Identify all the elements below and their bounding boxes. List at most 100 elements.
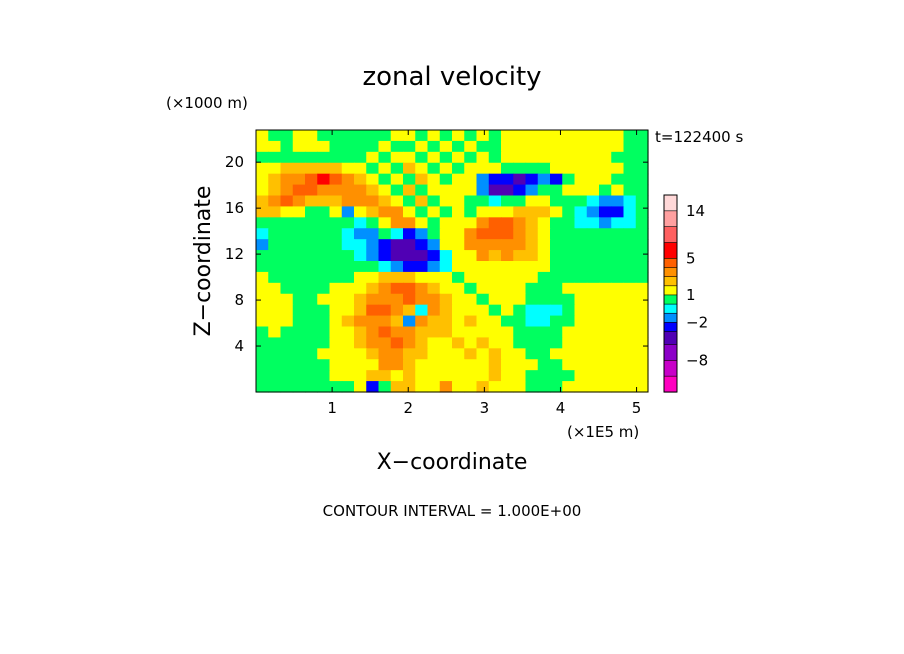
heatmap-cell (317, 271, 331, 284)
colorbar-level (663, 331, 678, 346)
heatmap-cell (623, 337, 637, 349)
heatmap-cell (562, 239, 576, 251)
heatmap-cell (354, 228, 367, 240)
heatmap-cell (305, 151, 318, 164)
colorbar-level (663, 375, 678, 393)
heatmap-cell (550, 140, 563, 153)
heatmap-cell (513, 381, 527, 393)
heatmap-cell (403, 250, 416, 262)
x-unit-label: (×1E5 m) (567, 423, 639, 441)
heatmap-cell (403, 195, 416, 208)
heatmap-cell (501, 195, 514, 208)
heatmap-cell (305, 315, 318, 328)
heatmap-cell (305, 250, 318, 262)
heatmap-cell (305, 370, 318, 382)
heatmap-cell (562, 381, 576, 393)
heatmap-cell (513, 370, 527, 382)
heatmap-cell (513, 140, 527, 153)
heatmap-cell (403, 184, 416, 197)
heatmap-cell (403, 348, 416, 360)
heatmap-cell (292, 370, 306, 382)
heatmap-cell (611, 140, 625, 153)
heatmap-cell (354, 337, 367, 349)
heatmap-cell (452, 337, 465, 349)
heatmap-cell (476, 162, 490, 175)
heatmap-cell (256, 304, 269, 317)
heatmap-cell (623, 217, 637, 229)
heatmap-cell (513, 261, 527, 273)
heatmap-cell (390, 359, 404, 371)
heatmap-cell (537, 217, 551, 229)
heatmap-cell (280, 184, 294, 197)
heatmap-cell (574, 304, 588, 317)
heatmap-cell (635, 348, 649, 360)
heatmap-cell (452, 293, 465, 306)
heatmap-cell (403, 140, 416, 153)
heatmap-cell (623, 359, 637, 371)
heatmap-cell (488, 315, 502, 328)
heatmap-cell (488, 261, 502, 273)
heatmap-cell (341, 271, 355, 284)
heatmap-cell (366, 381, 380, 393)
heatmap-cell (488, 250, 502, 262)
heatmap-cell (268, 140, 282, 153)
heatmap-cell (390, 293, 404, 306)
heatmap-cell (623, 282, 637, 295)
heatmap-cell (366, 304, 380, 317)
heatmap-cell (611, 217, 625, 229)
heatmap-cell (439, 239, 453, 251)
heatmap-cell (366, 271, 380, 284)
heatmap-cell (501, 282, 514, 295)
heatmap-cell (305, 359, 318, 371)
heatmap-cell (268, 217, 282, 229)
heatmap-cell (439, 315, 453, 328)
heatmap-cell (586, 282, 600, 295)
heatmap-cell (501, 217, 514, 229)
heatmap-cell (378, 173, 392, 186)
heatmap-cell (513, 337, 527, 349)
heatmap-cell (452, 315, 465, 328)
heatmap-cell (537, 261, 551, 273)
heatmap-cell (341, 239, 355, 251)
heatmap-cell (415, 250, 429, 262)
heatmap-cell (415, 140, 429, 153)
heatmap-cell (452, 250, 465, 262)
heatmap-cell (329, 326, 343, 339)
heatmap-cell (513, 348, 527, 360)
heatmap-cell (366, 250, 380, 262)
heatmap-cell (586, 250, 600, 262)
heatmap-cell (378, 195, 392, 208)
heatmap-cell (562, 217, 576, 229)
heatmap-cell (354, 381, 367, 393)
heatmap-cell (611, 162, 625, 175)
heatmap-cell (464, 162, 478, 175)
colorbar-tick-label: 1 (686, 286, 696, 304)
heatmap-cell (599, 293, 612, 306)
heatmap-cell (501, 184, 514, 197)
heatmap-cell (586, 348, 600, 360)
heatmap-cell (586, 359, 600, 371)
x-tick-label: 4 (556, 399, 566, 417)
heatmap-cell (574, 195, 588, 208)
heatmap-cell (464, 195, 478, 208)
heatmap-cell (280, 130, 294, 142)
heatmap-cell (452, 381, 465, 393)
heatmap-cell (390, 326, 404, 339)
heatmap-cell (415, 315, 429, 328)
x-tick-label: 2 (403, 399, 413, 417)
heatmap-cell (550, 271, 563, 284)
heatmap-cell (256, 195, 269, 208)
colorbar-level (663, 312, 678, 323)
heatmap-cell (439, 359, 453, 371)
heatmap-cell (562, 206, 576, 218)
heatmap-cell (574, 239, 588, 251)
heatmap-cell (513, 195, 527, 208)
heatmap-cell (525, 162, 539, 175)
heatmap-cell (390, 304, 404, 317)
heatmap-cell (599, 370, 612, 382)
heatmap-cell (390, 315, 404, 328)
heatmap-cell (439, 206, 453, 218)
heatmap-cell (329, 195, 343, 208)
heatmap-cell (378, 326, 392, 339)
heatmap-cell (623, 315, 637, 328)
